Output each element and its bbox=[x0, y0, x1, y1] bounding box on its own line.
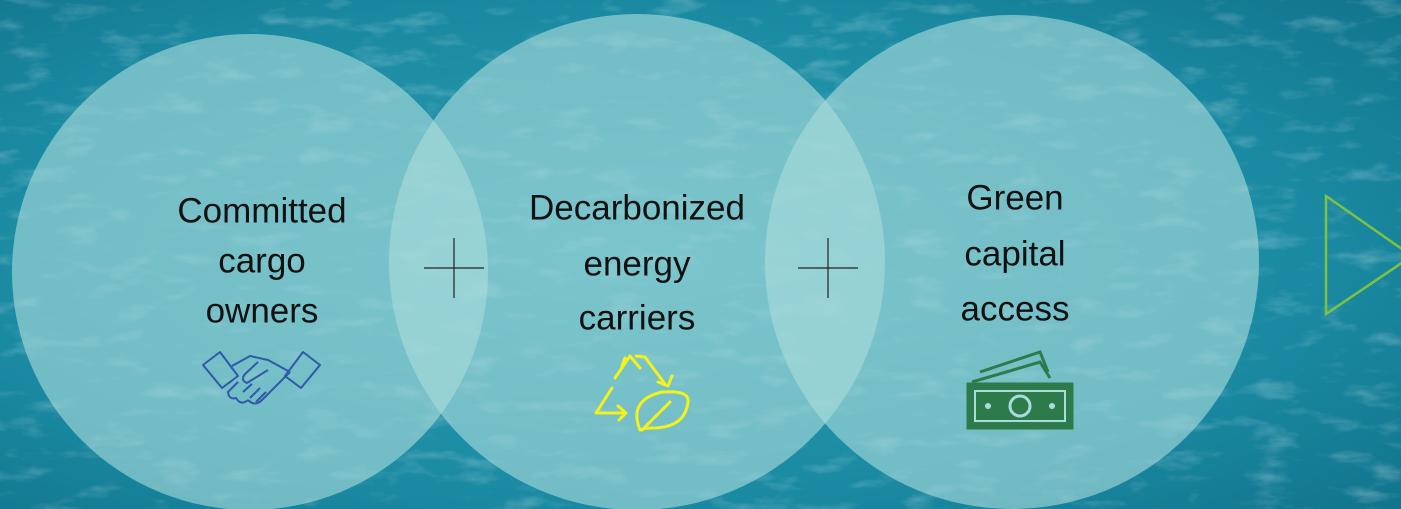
node-label: energy bbox=[583, 244, 691, 283]
node-label: cargo bbox=[218, 241, 306, 280]
node-label: owners bbox=[206, 291, 319, 330]
node-label: capital bbox=[964, 234, 1065, 273]
node-label: access bbox=[961, 289, 1070, 328]
node-label: Green bbox=[966, 178, 1063, 217]
node-label: Decarbonized bbox=[529, 188, 745, 227]
page: Committed cargo owners Decarbonized ener… bbox=[0, 0, 1401, 509]
diagram: Committed cargo owners Decarbonized ener… bbox=[0, 0, 1401, 509]
node-label: Committed bbox=[177, 191, 346, 230]
node-label: carriers bbox=[579, 298, 696, 337]
